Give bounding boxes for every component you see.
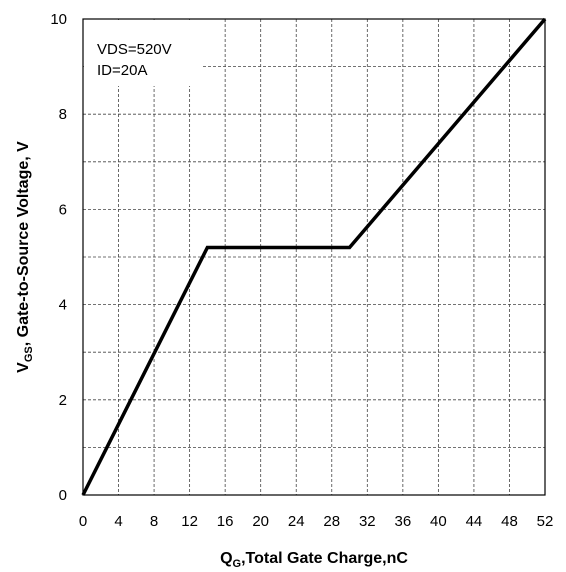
x-tick-label: 28: [323, 513, 340, 530]
x-tick-label: 24: [288, 513, 305, 530]
y-axis-label-main: V: [15, 362, 32, 373]
x-axis-label-subscript: G: [233, 558, 242, 570]
x-tick-label: 40: [430, 513, 447, 530]
annotation-id: ID=20A: [97, 62, 147, 79]
y-tick-label: 4: [59, 297, 67, 314]
x-tick-label: 48: [501, 513, 518, 530]
series-lines: [81, 17, 547, 496]
x-tick-label: 16: [217, 513, 234, 530]
x-tick-label: 20: [252, 513, 269, 530]
y-tick-label: 10: [50, 11, 67, 28]
x-axis-label-main: Q: [220, 550, 232, 567]
y-axis-label-subscript: GS: [23, 346, 35, 362]
x-tick-label: 32: [359, 513, 376, 530]
grid-lines: [83, 19, 545, 495]
x-tick-label: 52: [537, 513, 554, 530]
y-tick-label: 0: [59, 487, 67, 504]
x-tick-label: 12: [181, 513, 198, 530]
annotation-vds: VDS=520V: [97, 41, 172, 58]
y-axis-label-rest: , Gate-to-Source Voltage, V: [15, 141, 32, 346]
x-tick-label: 44: [466, 513, 483, 530]
x-tick-label: 8: [150, 513, 158, 530]
x-axis-label: QG,Total Gate Charge,nC: [220, 550, 408, 570]
annotation-box: [84, 20, 202, 86]
plot-frame: [82, 18, 546, 496]
y-tick-label: 2: [59, 392, 67, 409]
x-tick-label: 4: [114, 513, 122, 530]
y-axis-label: VGS, Gate-to-Source Voltage, V: [15, 141, 35, 373]
x-axis-label-rest: ,Total Gate Charge,nC: [241, 550, 408, 567]
x-tick-label: 0: [79, 513, 87, 530]
x-tick-labels: 0 4 8 12 16 20 24 28 32 36 40 44 48 52: [79, 513, 554, 530]
y-tick-label: 6: [59, 201, 67, 218]
x-tick-label: 36: [395, 513, 412, 530]
y-tick-label: 8: [59, 106, 67, 123]
y-tick-labels: 0 2 4 6 8 10: [50, 11, 67, 504]
series-line: [81, 17, 547, 496]
